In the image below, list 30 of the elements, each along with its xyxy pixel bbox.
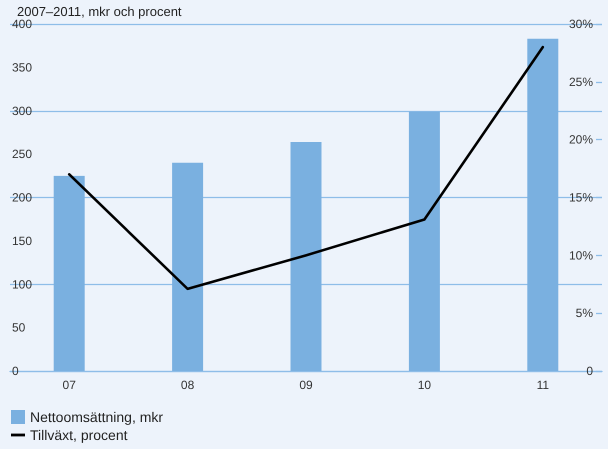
- bar: [172, 162, 204, 371]
- x-tick-label: 10: [418, 378, 432, 392]
- y-tick-label: 350: [12, 60, 32, 74]
- x-tick-label: 08: [180, 378, 195, 392]
- y2-tick-label: 10%: [568, 248, 594, 262]
- x-tick-label: 11: [536, 378, 550, 392]
- y-tick-label: 400: [12, 17, 32, 31]
- legend-label: Nettoomsättning, mkr: [30, 409, 164, 425]
- x-tick-label: 07: [62, 378, 76, 392]
- y2-tick-label: 5%: [576, 306, 594, 320]
- y2-tick-label: 15%: [568, 190, 594, 204]
- y-tick-label: 200: [12, 190, 32, 204]
- y2-tick-label: 25%: [568, 74, 594, 89]
- y-tick-label: 0: [12, 364, 19, 378]
- y2-tick-label: 0: [586, 364, 594, 378]
- y2-tick-label: 20%: [568, 132, 594, 147]
- bar: [54, 176, 85, 371]
- legend-label: Tillväxt, procent: [30, 427, 128, 443]
- bar: [527, 38, 558, 371]
- y-tick-label: 300: [12, 104, 32, 118]
- y-tick-label: 250: [12, 147, 32, 162]
- line-series: [68, 46, 544, 290]
- y-tick-label: 50: [12, 320, 26, 335]
- y2-tick-label: 30%: [568, 17, 594, 31]
- x-tick-label: 09: [299, 378, 313, 392]
- y-tick-label: 100: [12, 277, 32, 292]
- bar: [408, 112, 440, 371]
- chart-subtitle: 2007–2011, mkr och procent: [17, 4, 182, 19]
- bar: [290, 142, 322, 371]
- y-tick-label: 150: [12, 234, 32, 248]
